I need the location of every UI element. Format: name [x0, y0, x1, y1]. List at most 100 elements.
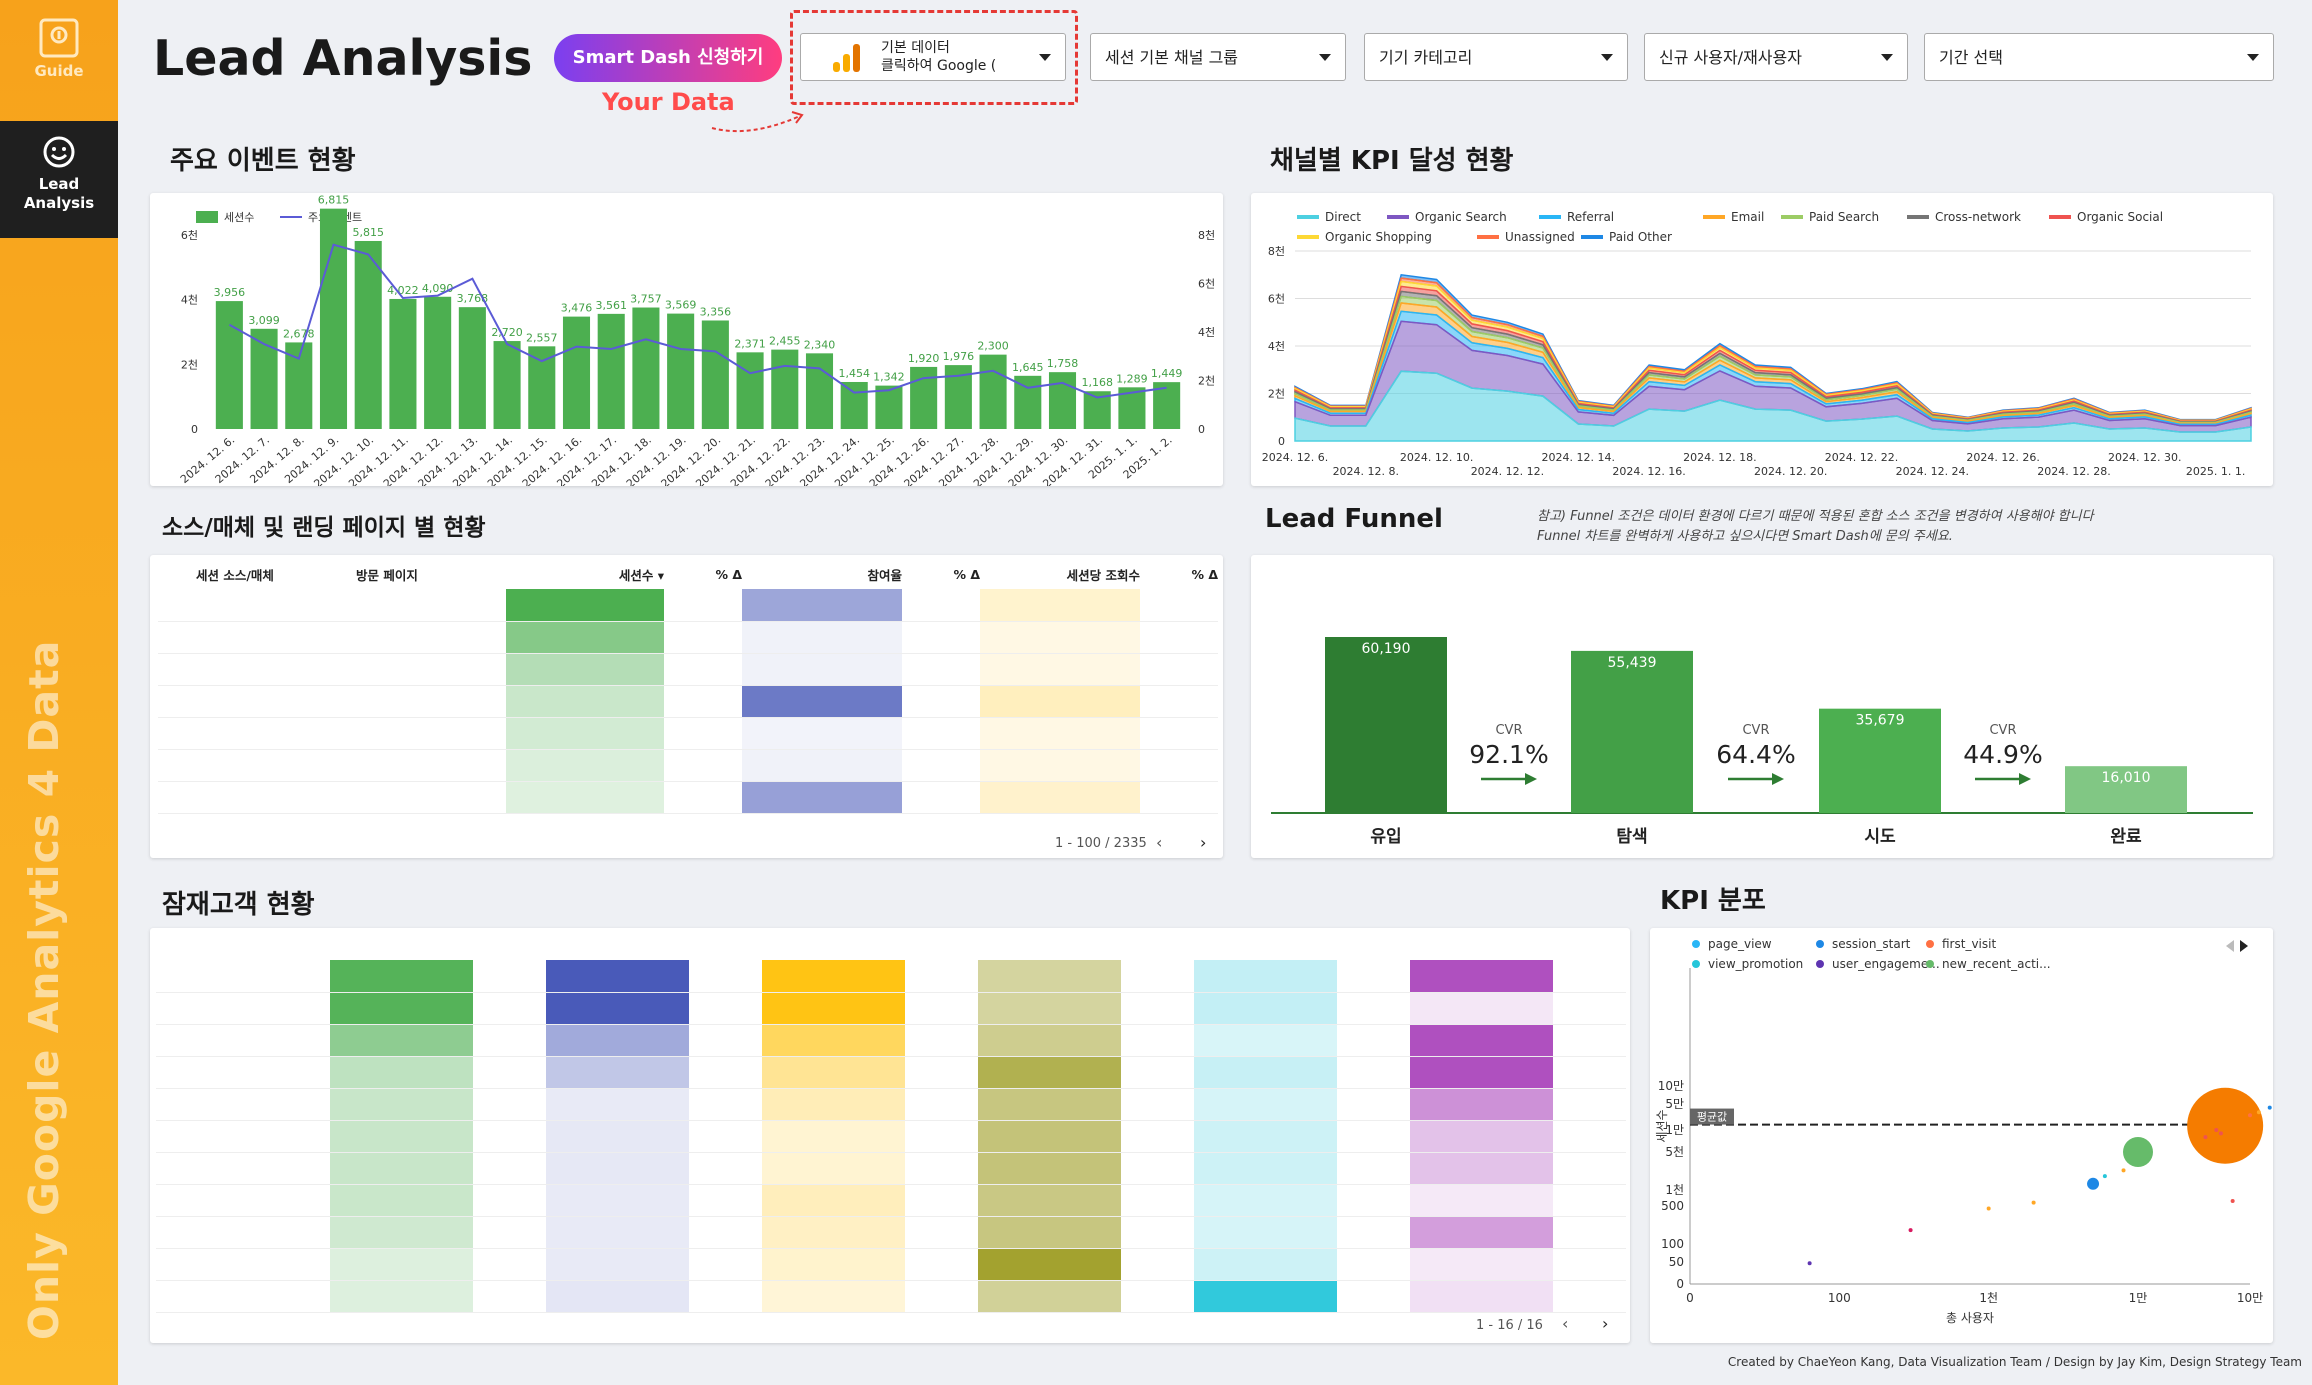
- table-row[interactable]: [156, 1248, 1626, 1281]
- legend-label: Organic Social: [2077, 210, 2163, 224]
- prev-page-icon[interactable]: ‹: [1562, 1314, 1569, 1333]
- table-cell: [192, 1152, 330, 1185]
- funnel-card: 60,190 유입 55,439 탐색 35,679 시도 16,010 완료 CVR 92.1%…: [1251, 555, 2273, 858]
- date-range-filter[interactable]: 기간 선택: [1924, 33, 2274, 81]
- header-delta[interactable]: % Δ: [953, 566, 980, 582]
- section-title-events: 주요 이벤트 현황: [170, 146, 356, 176]
- header-cell[interactable]: [689, 930, 762, 960]
- table-cell: [905, 1120, 978, 1153]
- data-source-dropdown[interactable]: 기본 데이터 클릭하여 Google (: [800, 33, 1066, 81]
- next-page-icon[interactable]: ›: [1200, 833, 1207, 852]
- table-cell: [196, 653, 356, 686]
- bar: [215, 301, 243, 429]
- table-row[interactable]: [156, 1152, 1626, 1185]
- table-row[interactable]: [158, 589, 1218, 622]
- table-row[interactable]: [158, 749, 1218, 782]
- legend-label: Referral: [1567, 210, 1614, 224]
- data-label: 5,815: [352, 226, 384, 239]
- table-cell: [689, 960, 762, 993]
- header-cell[interactable]: [1553, 930, 1626, 960]
- table-cell: [329, 1024, 473, 1057]
- table-cell: [761, 1088, 906, 1121]
- channel-group-filter[interactable]: 세션 기본 채널 그룹: [1090, 33, 1346, 81]
- header-cell[interactable]: [1194, 930, 1337, 960]
- new-returning-filter[interactable]: 신규 사용자/재사용자: [1644, 33, 1908, 81]
- table-row[interactable]: [158, 621, 1218, 654]
- page-title: Lead Analysis: [153, 30, 533, 87]
- header-views[interactable]: 세션당 조회수: [1066, 567, 1140, 583]
- header-cell[interactable]: [473, 930, 546, 960]
- header-cell[interactable]: [905, 930, 978, 960]
- table-cell: [980, 653, 1140, 686]
- table-row[interactable]: [158, 685, 1218, 718]
- table-row[interactable]: [156, 1216, 1626, 1249]
- x-tick-label: 2024. 12. 18.: [1683, 451, 1756, 464]
- bar: [632, 307, 660, 429]
- funnel-bar: [1571, 650, 1693, 813]
- table-cell: [1409, 1248, 1554, 1281]
- funnel-bar: [2065, 766, 2187, 813]
- table-cell: [1121, 1120, 1194, 1153]
- events-line: [228, 243, 1167, 399]
- table-cell: [1409, 1120, 1554, 1153]
- header-cell[interactable]: [192, 930, 329, 960]
- source-table-card: 세션 소스/매체 방문 페이지 세션수 ▾ % Δ 참여율 % Δ 세션당 조회…: [150, 555, 1223, 858]
- table-row[interactable]: [158, 653, 1218, 686]
- table-cell: [977, 1152, 1122, 1185]
- chevron-down-icon: [1319, 54, 1331, 61]
- table-row[interactable]: [158, 781, 1218, 814]
- smart-dash-button[interactable]: Smart Dash 신청하기: [554, 34, 782, 82]
- next-page-icon[interactable]: ›: [1602, 1314, 1609, 1333]
- table-cell: [1193, 1088, 1338, 1121]
- table-row[interactable]: [156, 1184, 1626, 1217]
- table-row[interactable]: [156, 1056, 1626, 1089]
- device-category-filter[interactable]: 기기 카테고리: [1364, 33, 1628, 81]
- table-cell: [156, 1248, 193, 1281]
- header-cell[interactable]: [762, 930, 905, 960]
- sidebar-item-guide[interactable]: Guide: [0, 14, 118, 114]
- table-cell: [1337, 1088, 1410, 1121]
- table-cell: [506, 685, 664, 718]
- table-cell: [977, 1184, 1122, 1217]
- table-row[interactable]: [156, 992, 1626, 1025]
- funnel-category-label: 유입: [1370, 827, 1401, 847]
- header-source[interactable]: 세션 소스/매체: [196, 567, 274, 583]
- table-row[interactable]: [156, 960, 1626, 993]
- table-row[interactable]: [156, 1024, 1626, 1057]
- table-cell: [1337, 1056, 1410, 1089]
- table-cell: [1409, 1152, 1554, 1185]
- header-engagement[interactable]: 참여율: [867, 567, 902, 583]
- header-cell[interactable]: [1410, 930, 1553, 960]
- table-cell: [902, 717, 980, 750]
- header-delta[interactable]: % Δ: [1191, 566, 1218, 582]
- y-tick-label: 2천: [181, 357, 198, 371]
- table-cell: [1553, 1216, 1626, 1249]
- data-label: 1,976: [943, 350, 975, 363]
- x-axis-label: 총 사용자: [1946, 1311, 1994, 1325]
- header-cell[interactable]: [978, 930, 1121, 960]
- header-delta[interactable]: % Δ: [715, 566, 742, 582]
- y2-tick-label: 8천: [1198, 228, 1215, 242]
- header-cell[interactable]: [1121, 930, 1194, 960]
- cvr-label: CVR: [1989, 723, 2016, 738]
- table-row[interactable]: [156, 1088, 1626, 1121]
- header-landing[interactable]: 방문 페이지: [356, 567, 418, 583]
- header-sessions[interactable]: 세션수 ▾: [618, 567, 664, 583]
- legend-label: Paid Search: [1809, 210, 1879, 224]
- header-cell[interactable]: [546, 930, 689, 960]
- table-cell: [329, 1056, 473, 1089]
- table-row[interactable]: [156, 1120, 1626, 1153]
- x-tick-label: 2024. 12. 8.: [1333, 465, 1399, 478]
- table-row[interactable]: [158, 717, 1218, 750]
- header-cell[interactable]: [330, 930, 473, 960]
- source-pagination: 1 - 100 / 2335: [1055, 836, 1147, 851]
- prev-page-icon[interactable]: ‹: [1156, 833, 1163, 852]
- sidebar-item-lead-analysis[interactable]: Lead Analysis: [0, 121, 118, 238]
- table-cell: [356, 781, 506, 814]
- header-cell[interactable]: [1337, 930, 1410, 960]
- table-cell: [192, 1056, 330, 1089]
- y-tick-label: 4천: [1268, 339, 1285, 353]
- header-cell[interactable]: [156, 930, 192, 960]
- table-row[interactable]: [156, 1280, 1626, 1313]
